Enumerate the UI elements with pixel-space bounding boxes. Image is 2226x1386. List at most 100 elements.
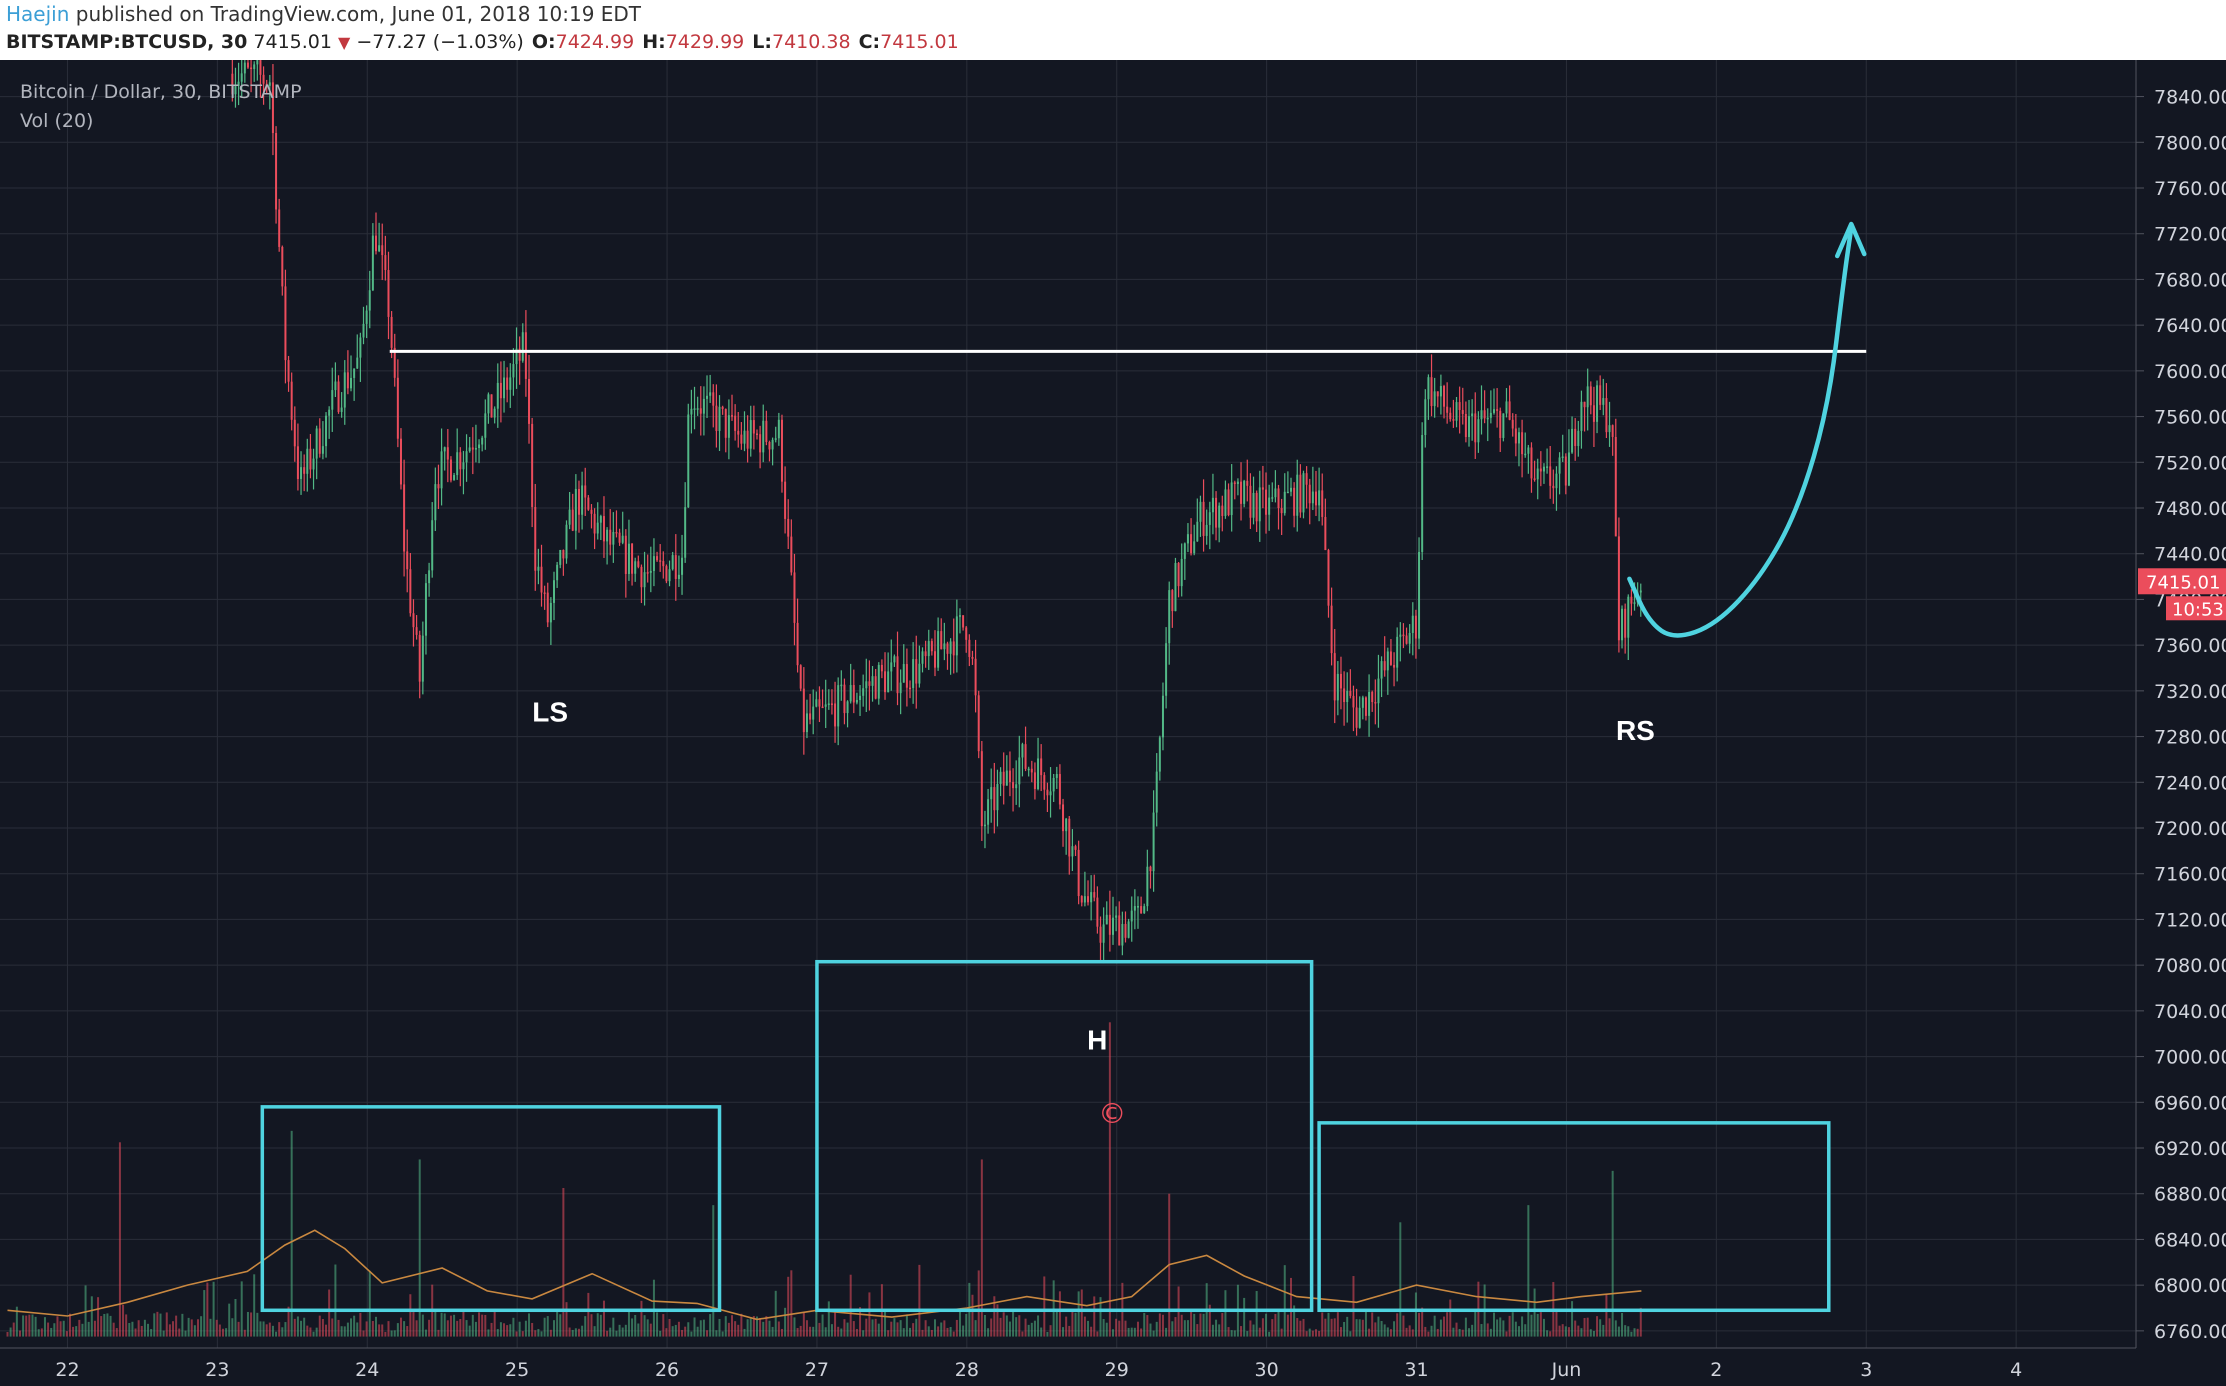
price-chart[interactable]: LS RS H © 7840.00 7800.00 7760.00 7720.00 7680.… <box>0 60 2226 1386</box>
candle-body <box>940 631 943 650</box>
candle-body <box>918 663 921 684</box>
volume-bar <box>406 1326 409 1337</box>
candle-body <box>1430 377 1433 407</box>
candle-body <box>968 639 971 657</box>
price-tick-label: 7000.00 <box>2154 1047 2226 1069</box>
volume-bar <box>902 1328 905 1337</box>
candle-body <box>1377 678 1380 704</box>
candle-body <box>1286 491 1289 494</box>
candle-body <box>1393 664 1396 668</box>
volume-bar <box>1564 1326 1567 1337</box>
candle-body <box>1539 468 1542 472</box>
volume-bar <box>62 1320 65 1337</box>
candle-body <box>871 676 874 686</box>
candle-body <box>996 783 999 811</box>
volume-bar <box>930 1329 933 1337</box>
candle-body <box>1311 491 1314 504</box>
price-tick-label: 7640.00 <box>2154 315 2226 337</box>
volume-bar <box>374 1316 377 1337</box>
volume-bar <box>1468 1328 1471 1337</box>
volume-bar <box>1536 1313 1539 1337</box>
chart-header: Haejin published on TradingView.com, Jun… <box>0 0 2226 60</box>
candle-body <box>1211 497 1214 513</box>
volume-bar <box>618 1324 621 1337</box>
candle-body <box>1037 758 1040 790</box>
volume-bar <box>643 1315 646 1337</box>
volume-bar <box>1005 1315 1008 1337</box>
time-tick-label: Jun <box>1551 1359 1582 1381</box>
candle-body <box>268 82 271 86</box>
candle-body <box>290 381 293 420</box>
volume-bar <box>771 1326 774 1337</box>
candle-body <box>1283 491 1286 514</box>
volume-bar <box>262 1321 265 1337</box>
volume-bar <box>134 1328 137 1337</box>
price-axis[interactable]: 7840.00 7800.00 7760.00 7720.00 7680.00 7640.… <box>2135 60 2226 1386</box>
candle-body <box>256 60 259 65</box>
time-axis[interactable]: 22 23 24 25 26 27 28 29 30 31 Jun 2 3 4 <box>0 1347 2226 1386</box>
volume-bar <box>1021 1331 1024 1337</box>
volume-bar <box>1115 1318 1118 1337</box>
candle-body <box>434 484 437 521</box>
volume-bar <box>1380 1320 1383 1337</box>
volume-bar <box>565 1302 568 1337</box>
candle-body <box>834 703 837 727</box>
price-tick-label: 7600.00 <box>2154 361 2226 383</box>
time-tick-label: 22 <box>55 1359 79 1381</box>
candle-body <box>840 684 843 687</box>
candle-body <box>518 348 521 361</box>
volume-bar <box>1439 1319 1442 1337</box>
candle-body <box>325 415 328 447</box>
volume-bar <box>1461 1329 1464 1337</box>
price-tick-label: 7440.00 <box>2154 544 2226 566</box>
volume-bar <box>980 1159 983 1337</box>
candle-body <box>1586 386 1589 408</box>
volume-bar <box>1567 1327 1570 1337</box>
volume-bar <box>715 1330 718 1337</box>
candle-body <box>809 713 812 720</box>
candle-body <box>715 405 718 431</box>
volume-bar <box>1349 1331 1352 1337</box>
candle-body <box>1043 775 1046 790</box>
volume-bar <box>1102 1319 1105 1337</box>
volume-bar <box>1124 1320 1127 1337</box>
volume-bar <box>59 1321 62 1337</box>
candle-body <box>574 488 577 531</box>
volume-bar <box>1049 1325 1052 1337</box>
candle-body <box>362 323 365 338</box>
candle-body <box>1564 456 1567 486</box>
candle-body <box>328 409 331 416</box>
candle-body <box>1418 551 1421 639</box>
volume-bar <box>862 1330 865 1337</box>
volume-bar <box>1087 1320 1090 1337</box>
volume-bar <box>343 1326 346 1337</box>
volume-bar <box>634 1315 637 1337</box>
volume-bar <box>890 1321 893 1337</box>
candle-body <box>1202 501 1205 536</box>
candle-body <box>1499 410 1502 438</box>
volume-bar <box>1496 1319 1499 1337</box>
volume-bar <box>1130 1327 1133 1337</box>
candle-body <box>643 572 646 588</box>
volume-bar <box>887 1330 890 1337</box>
volume-bar <box>1502 1320 1505 1337</box>
price-tick-label: 6840.00 <box>2154 1229 2226 1251</box>
candle-body <box>1621 608 1624 641</box>
volume-bar <box>640 1300 643 1337</box>
down-arrow-icon: ▼ <box>338 33 351 52</box>
volume-bar <box>546 1316 549 1337</box>
candle-body <box>593 513 596 534</box>
volume-bar <box>1327 1312 1330 1337</box>
volume-bar <box>334 1264 337 1337</box>
volume-bar <box>712 1205 715 1337</box>
candle-body <box>1062 804 1065 832</box>
candle-body <box>1093 892 1096 898</box>
volume-bar <box>1230 1330 1233 1337</box>
candle-body <box>846 701 849 714</box>
candle-body <box>640 566 643 588</box>
candle-body <box>784 481 787 519</box>
volume-bar <box>649 1323 652 1337</box>
author-link[interactable]: Haejin <box>6 2 70 26</box>
candle-body <box>590 509 593 514</box>
close-value: 7415.01 <box>880 31 959 53</box>
